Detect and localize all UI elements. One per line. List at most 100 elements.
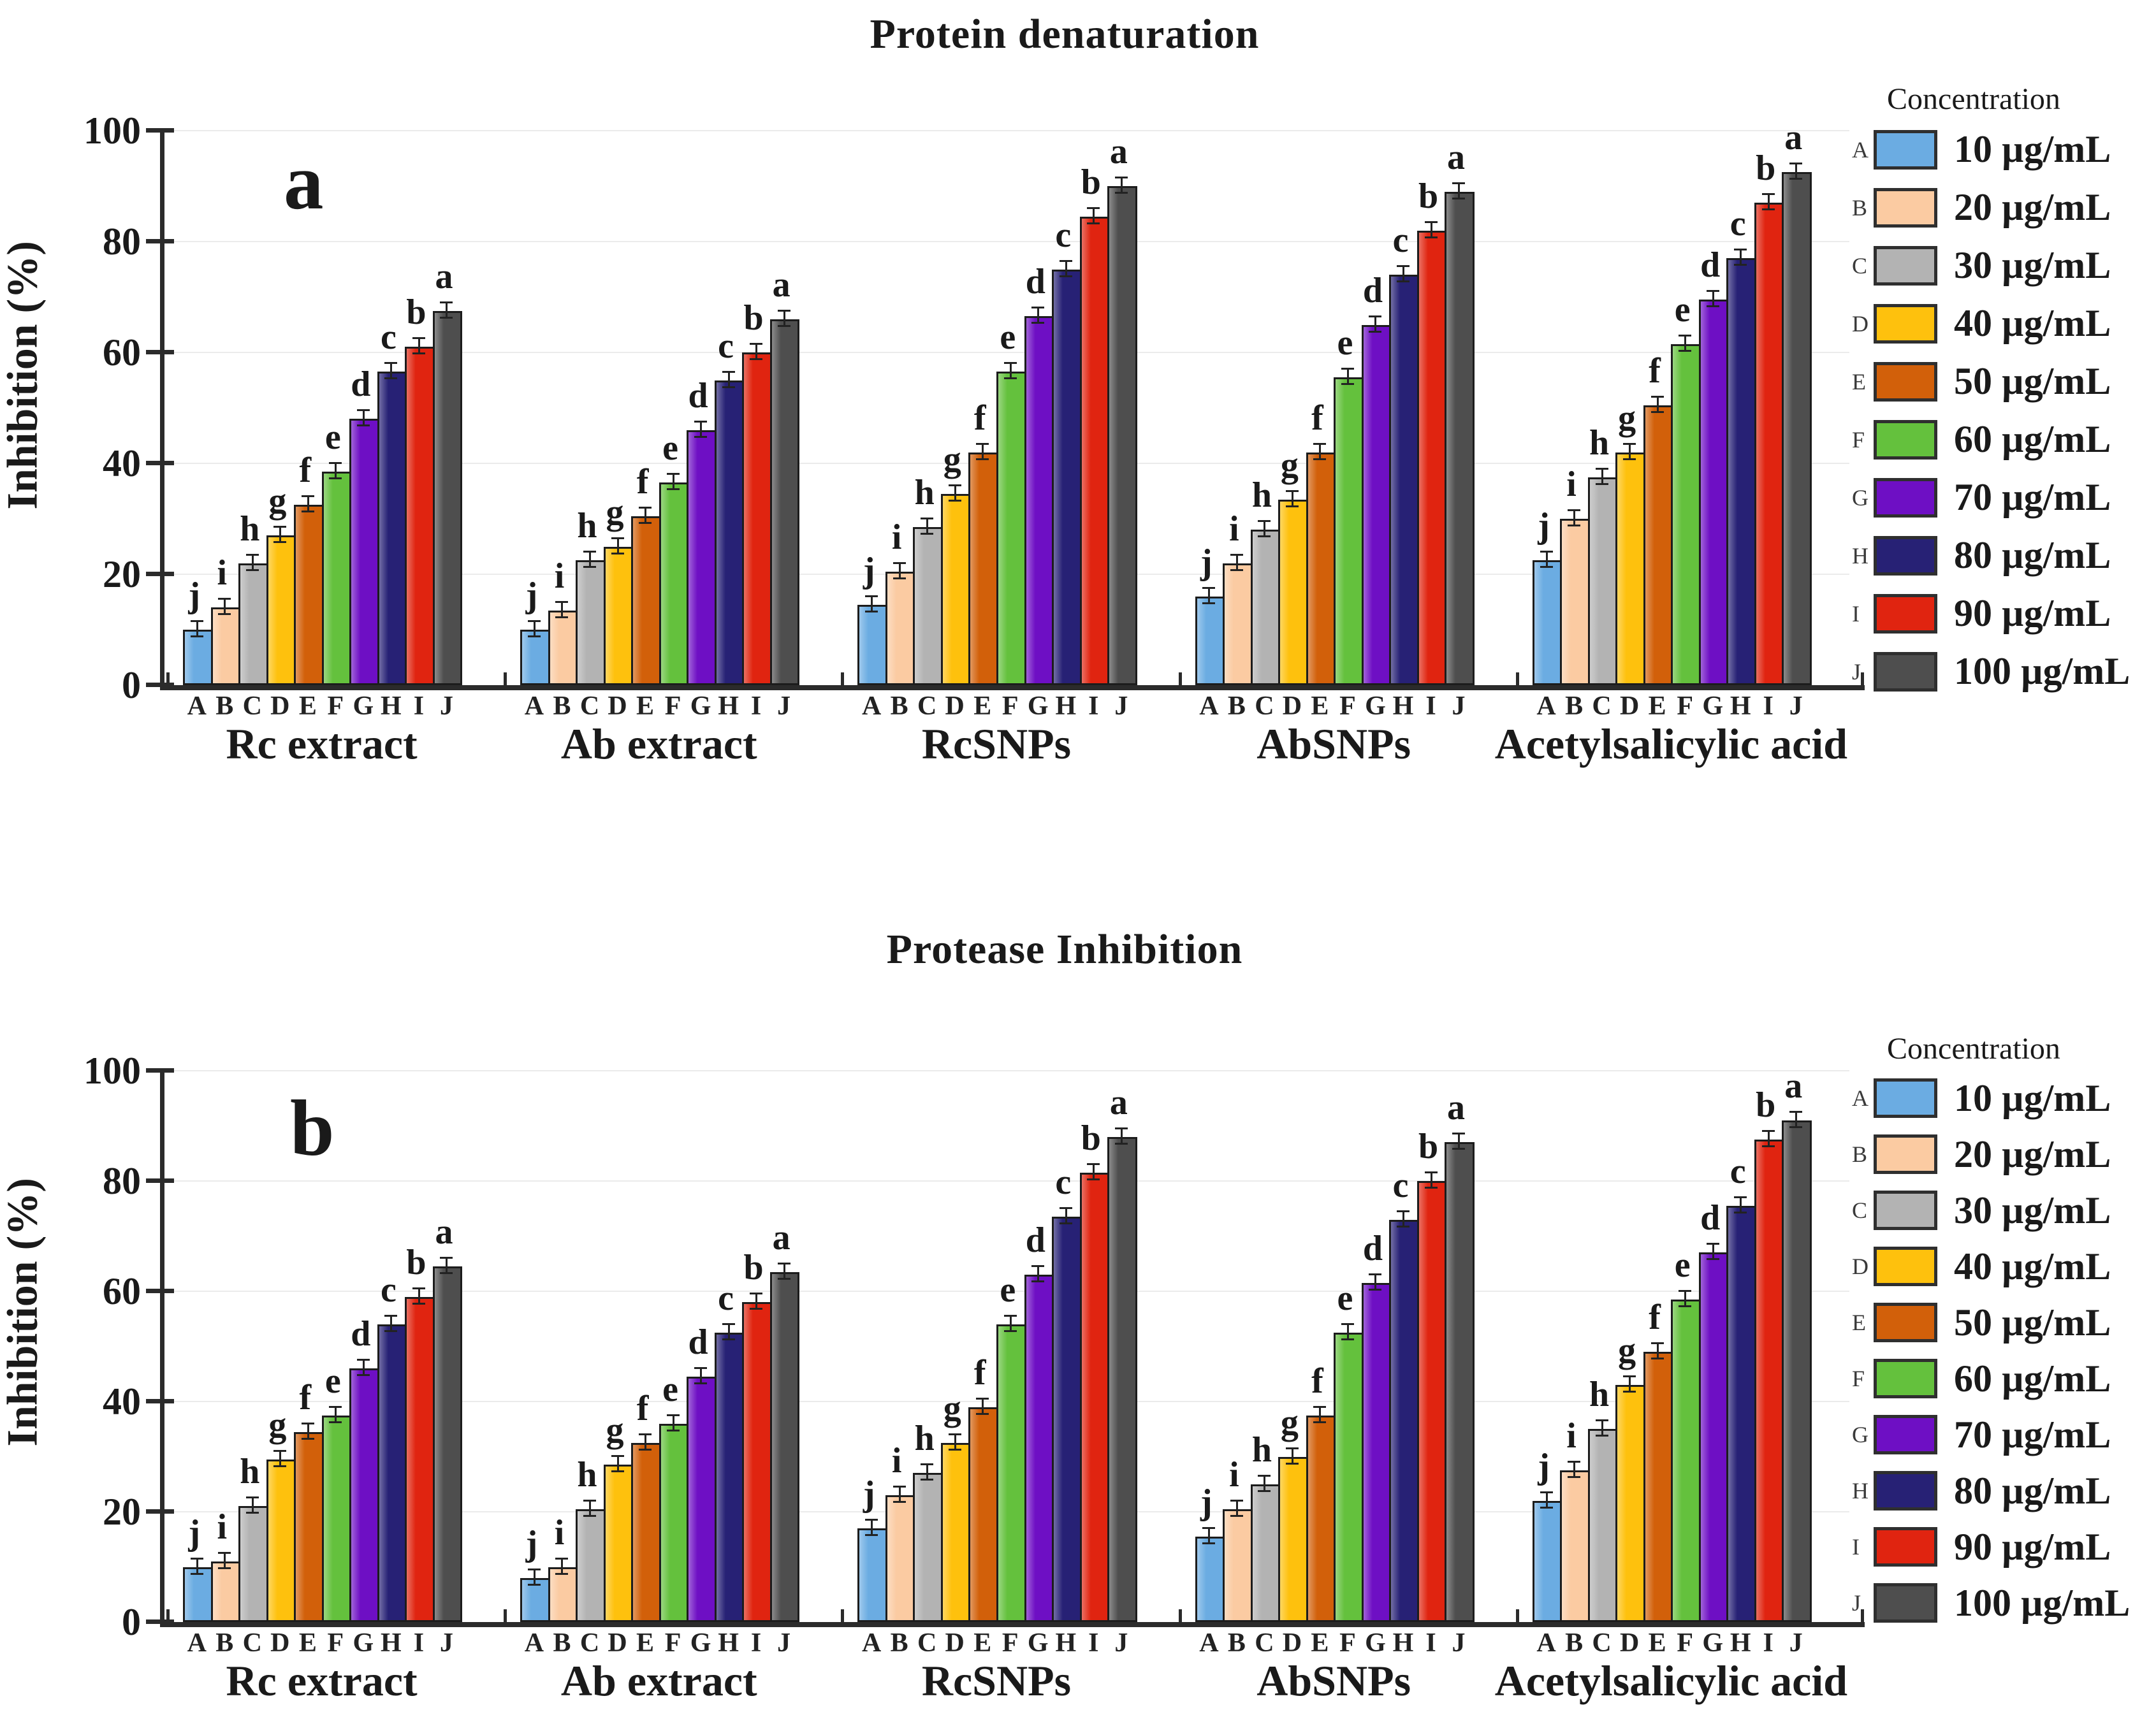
y-axis-tick-40 (146, 1399, 174, 1403)
bar-Acetylsalicylic-acid-J (1782, 172, 1812, 685)
significance-letter: f (299, 451, 312, 491)
bar-Ab-extract-C (576, 1509, 606, 1622)
legend-series-letter: G (1852, 1422, 1868, 1447)
legend-color-swatch (1874, 1247, 1937, 1286)
legend-series-letter: E (1852, 1310, 1866, 1335)
error-bar-cap-bottom (611, 1470, 624, 1473)
error-bar-cap-top (1258, 1474, 1271, 1477)
error-bar-cap-top (218, 598, 231, 600)
significance-letter: e (662, 428, 678, 468)
legend-row-J: J 100 µg/mL (1852, 642, 2155, 700)
legend-row-A: A 10 µg/mL (1852, 120, 2155, 178)
x-tick-letter-D: D (1282, 1628, 1302, 1658)
error-bar-cap-top (1341, 368, 1354, 370)
legend-color-swatch (1874, 1527, 1937, 1567)
error-bar-cap-top (1087, 1163, 1100, 1166)
x-tick-letter-C: C (917, 692, 937, 721)
error-bar-cap-bottom (1313, 1421, 1327, 1423)
bar-Rc-extract-A (183, 1567, 213, 1622)
error-bar-cap-bottom (1623, 1391, 1636, 1393)
error-bar (1430, 1173, 1432, 1187)
bar-Acetylsalicylic-acid-D (1615, 1385, 1645, 1622)
significance-letter: f (1649, 351, 1661, 391)
significance-letter: e (1674, 289, 1691, 330)
significance-letter: d (688, 1322, 708, 1363)
bar-Acetylsalicylic-acid-D (1615, 452, 1645, 685)
error-bar (926, 1465, 929, 1480)
x-tick-letter-I: I (1763, 1628, 1774, 1658)
error-bar-cap-top (1452, 182, 1466, 184)
legend-entry-label: 50 µg/mL (1954, 1301, 2111, 1344)
significance-letter: g (268, 481, 287, 521)
significance-letter: j (863, 1474, 875, 1514)
error-bar-cap-top (865, 595, 878, 597)
error-bar-cap-bottom (1230, 1514, 1243, 1517)
error-bar (1740, 1198, 1742, 1212)
significance-letter: f (1311, 398, 1323, 438)
error-bar-cap-top (948, 484, 961, 486)
error-bar-cap-top (1452, 1133, 1466, 1135)
legend-entry-label: 70 µg/mL (1954, 1413, 2111, 1456)
significance-letter: j (525, 576, 538, 615)
legend-row-B: B 20 µg/mL (1852, 1126, 2155, 1182)
error-bar-cap-bottom (750, 1308, 763, 1310)
significance-letter: h (1251, 475, 1272, 516)
significance-letter: d (1025, 262, 1045, 302)
error-bar-cap-bottom (694, 1382, 708, 1385)
error-bar-cap-bottom (218, 613, 231, 616)
error-bar-cap-bottom (356, 424, 370, 427)
error-bar-cap-bottom (1087, 222, 1100, 224)
error-bar-cap-top (329, 462, 342, 465)
gridline-60 (163, 352, 1849, 353)
x-tick-letter-B: B (1565, 692, 1584, 721)
error-bar (589, 1501, 591, 1516)
error-bar (755, 345, 758, 359)
legend-color-swatch (1874, 1303, 1937, 1342)
significance-letter: i (217, 553, 228, 593)
legend-entry-label: 40 µg/mL (1954, 1245, 2111, 1287)
x-tick-letter-J: J (1789, 692, 1803, 721)
error-bar-cap-top (301, 1422, 314, 1424)
bar-Rc-extract-A (183, 630, 213, 685)
error-bar-cap-top (1230, 1499, 1243, 1502)
significance-letter: d (1700, 1198, 1721, 1238)
x-tick-letter-H: H (381, 1628, 402, 1658)
group-label-AbSNPs: AbSNPs (1256, 720, 1411, 768)
error-bar-cap-bottom (1424, 1187, 1438, 1189)
x-axis (160, 1622, 1865, 1627)
bar-AbSNPs-G (1361, 324, 1392, 685)
x-axis-group-tick (841, 1609, 845, 1622)
error-bar (1319, 1407, 1322, 1422)
x-tick-letter-E: E (973, 1628, 992, 1658)
error-bar-cap-top (1623, 1375, 1636, 1378)
significance-letter: j (1538, 506, 1550, 546)
x-axis-group-tick (1515, 1609, 1519, 1622)
error-bar-cap-top (555, 600, 569, 603)
legend-entry-label: 20 µg/mL (1954, 1133, 2111, 1175)
legend-entry-label: 90 µg/mL (1954, 1525, 2111, 1568)
x-tick-letter-D: D (608, 1628, 627, 1658)
significance-letter: b (1418, 1127, 1439, 1166)
error-bar-cap-top (1114, 1127, 1128, 1129)
significance-letter: h (240, 1452, 260, 1492)
bar-Acetylsalicylic-acid-E (1643, 1352, 1673, 1622)
significance-letter: e (1674, 1245, 1691, 1285)
error-bar-cap-top (722, 1322, 735, 1325)
bar-RcSNPs-D (940, 1442, 971, 1622)
bar-Ab-extract-I (742, 352, 772, 685)
error-bar-cap-bottom (555, 1572, 569, 1575)
error-bar-cap-bottom (1114, 192, 1128, 194)
x-tick-letter-F: F (327, 1628, 344, 1658)
error-bar-cap-bottom (1568, 525, 1581, 526)
error-bar-cap-top (694, 1367, 708, 1370)
x-tick-letter-E: E (1648, 692, 1666, 721)
error-bar-cap-top (611, 1455, 624, 1458)
bar-RcSNPs-I (1079, 216, 1110, 685)
significance-letter: i (217, 1507, 228, 1547)
error-bar-cap-bottom (666, 488, 680, 491)
significance-letter: a (1447, 137, 1466, 177)
legend-row-I: I 90 µg/mL (1852, 584, 2155, 642)
error-bar (982, 1399, 984, 1414)
